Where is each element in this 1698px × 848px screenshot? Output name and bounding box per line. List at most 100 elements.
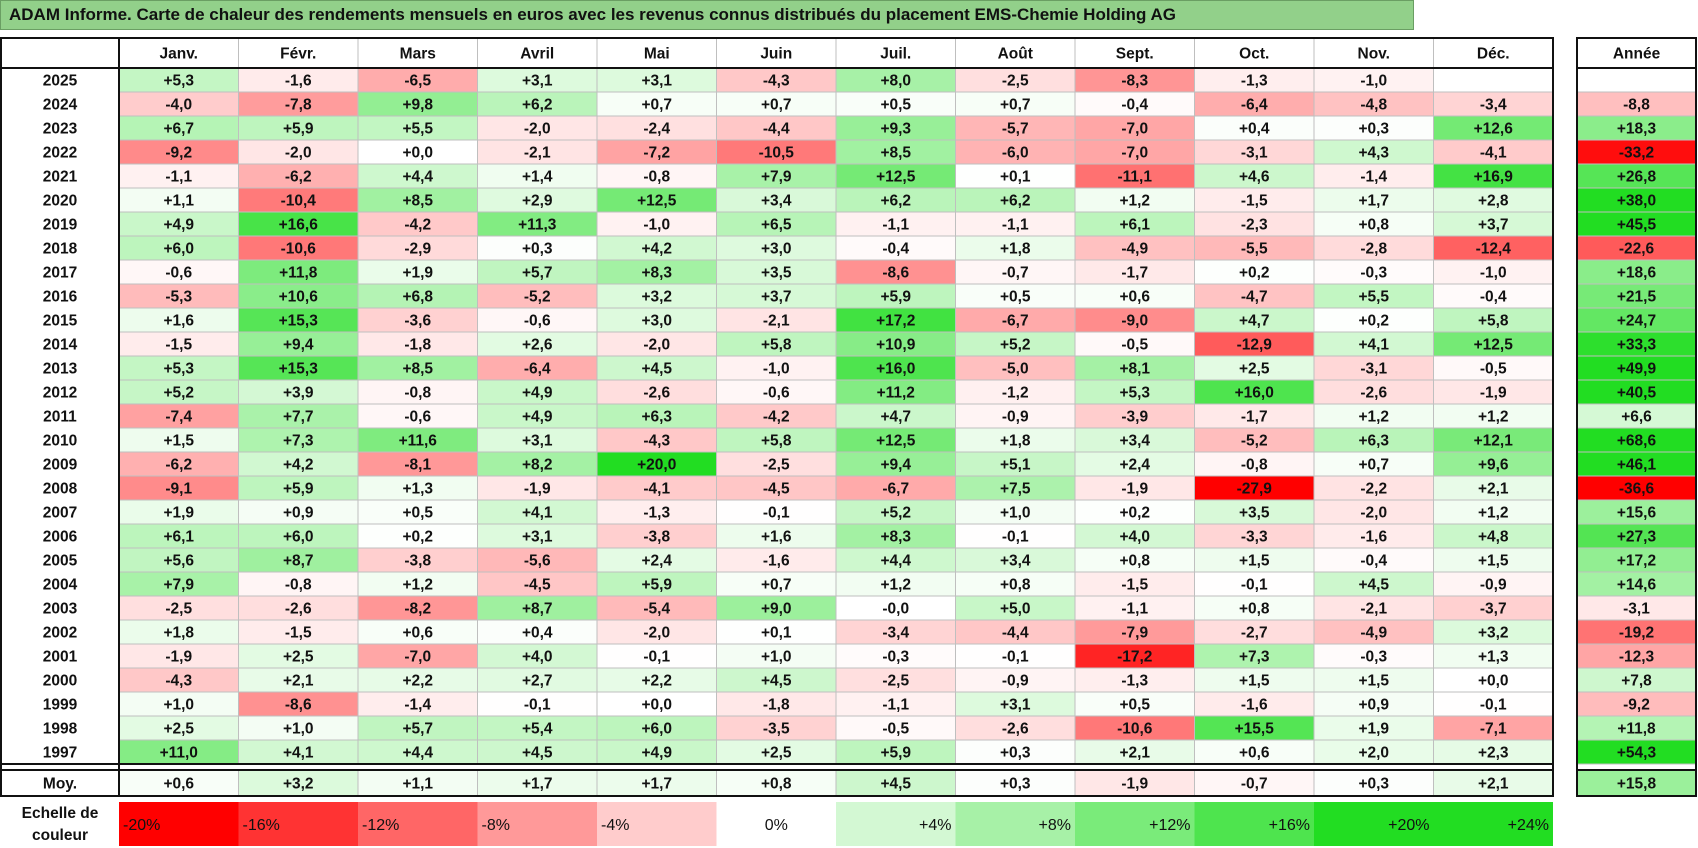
cell-2004-2-label: -0,8 xyxy=(285,577,312,594)
color-scale-step-label: +20% xyxy=(1388,817,1429,834)
month-header-11-label: Nov. xyxy=(1358,46,1390,63)
cell-2006-4-label: +3,1 xyxy=(522,529,553,546)
cell-2006-5-bg xyxy=(596,523,717,549)
cell-2001-6-bg xyxy=(716,643,837,669)
cell-2015-11: +0,2 xyxy=(1313,307,1434,333)
cell-2014-5-label: -2,0 xyxy=(643,337,670,354)
cell-2006-7-label: +8,3 xyxy=(880,529,911,546)
average-cell-8-bg xyxy=(955,769,1076,797)
total-2019-label: +45,5 xyxy=(1617,217,1657,234)
cell-2014-9: -0,5 xyxy=(1074,331,1195,357)
cell-2007-9-label: +0,2 xyxy=(1119,505,1150,522)
cell-2020-11: +1,7 xyxy=(1313,187,1434,213)
cell-2003-6: +9,0 xyxy=(716,595,837,621)
cell-2010-3: +11,6 xyxy=(357,427,478,453)
cell-2022-2-label: -2,0 xyxy=(285,145,312,162)
cell-2017-4-bg xyxy=(477,259,598,285)
cell-2016-4-label: -5,2 xyxy=(524,289,551,306)
cell-2007-1-label: +1,9 xyxy=(163,505,194,522)
cell-2025-2-label: -1,6 xyxy=(285,73,312,90)
average-cell-6-label: +0,8 xyxy=(761,776,792,793)
color-scale-step-4: -8% xyxy=(477,802,597,846)
cell-2019-1-label: +4,9 xyxy=(163,217,194,234)
cell-2015-10-bg xyxy=(1194,307,1315,333)
cell-2023-5: -2,4 xyxy=(596,115,717,141)
cell-2001-6: +1,0 xyxy=(716,643,837,669)
cell-2005-10-label: +1,5 xyxy=(1239,553,1270,570)
month-header-6-label: Juin xyxy=(760,46,792,63)
cell-2020-12: +2,8 xyxy=(1433,187,1554,213)
cell-2022-3: +0,0 xyxy=(357,139,478,165)
cell-2013-12-label: -0,5 xyxy=(1480,361,1507,378)
cell-2021-8-label: +0,1 xyxy=(1000,169,1031,186)
cell-2014-12-label: +12,5 xyxy=(1474,337,1514,354)
cell-2002-10: -2,7 xyxy=(1194,619,1315,645)
total-2017-bg xyxy=(1576,259,1697,285)
cell-2010-5-label: -4,3 xyxy=(643,433,670,450)
cell-2007-1: +1,9 xyxy=(118,499,239,525)
cell-2017-1: -0,6 xyxy=(118,259,239,285)
cell-2015-8-bg xyxy=(955,307,1076,333)
cell-1997-6-bg xyxy=(716,739,837,765)
cell-2018-7: -0,4 xyxy=(835,235,956,261)
cell-2003-3-bg xyxy=(357,595,478,621)
cell-2017-6-label: +3,5 xyxy=(761,265,792,282)
cell-2016-4-bg xyxy=(477,283,598,309)
month-header-10: Oct. xyxy=(1194,37,1315,69)
cell-1999-2-label: -8,6 xyxy=(285,697,312,714)
cell-2001-9-label: -17,2 xyxy=(1117,649,1152,666)
cell-2008-10-label: -27,9 xyxy=(1237,481,1273,498)
cell-2003-7: -0,0 xyxy=(835,595,956,621)
cell-2023-7: +9,3 xyxy=(835,115,956,141)
cell-2017-8: -0,7 xyxy=(955,259,1076,285)
cell-2010-2-label: +7,3 xyxy=(283,433,314,450)
cell-2020-3: +8,5 xyxy=(357,187,478,213)
total-column-border xyxy=(1576,37,1697,797)
cell-2020-7-label: +6,2 xyxy=(880,193,911,210)
year-label-1997: 1997 xyxy=(43,745,77,762)
cell-2004-5: +5,9 xyxy=(596,571,717,597)
cell-2020-12-label: +2,8 xyxy=(1478,193,1509,210)
cell-2003-5-label: -5,4 xyxy=(643,601,670,618)
cell-1999-10-bg xyxy=(1194,691,1315,717)
cell-2014-12-bg xyxy=(1433,331,1554,357)
average-cell-10: -0,7 xyxy=(1194,769,1315,797)
year-label-2004: 2004 xyxy=(43,577,78,594)
year-label-2006: 2006 xyxy=(43,529,78,546)
total-2023: +18,3 xyxy=(1576,115,1697,141)
cell-1997-12-bg xyxy=(1433,739,1554,765)
cell-1999-8: +3,1 xyxy=(955,691,1076,717)
cell-2018-6-label: +3,0 xyxy=(761,241,792,258)
cell-2001-5-label: -0,1 xyxy=(643,649,670,666)
cell-2015-10: +4,7 xyxy=(1194,307,1315,333)
total-2019: +45,5 xyxy=(1576,211,1697,237)
month-header-4: Avril xyxy=(477,37,598,69)
cell-2004-4: -4,5 xyxy=(477,571,598,597)
cell-2012-8: -1,2 xyxy=(955,379,1076,405)
cell-2017-12: -1,0 xyxy=(1433,259,1554,285)
cell-2021-9-label: -11,1 xyxy=(1118,169,1153,186)
cell-2005-5: +2,4 xyxy=(596,547,717,573)
cell-2005-7-bg xyxy=(835,547,956,573)
cell-2002-12: +3,2 xyxy=(1433,619,1554,645)
color-scale-label: Echelle de xyxy=(22,805,99,822)
cell-2025-4: +3,1 xyxy=(477,67,598,93)
color-scale-step-5: -4% xyxy=(597,802,717,846)
cell-1997-8: +0,3 xyxy=(955,739,1076,765)
year-label-2010: 2010 xyxy=(43,433,77,450)
cell-2020-10-label: -1,5 xyxy=(1241,193,1268,210)
cell-2012-1-bg xyxy=(118,379,239,405)
cell-2023-8: -5,7 xyxy=(955,115,1076,141)
month-header-12-label: Déc. xyxy=(1477,46,1510,63)
cell-2001-2: +2,5 xyxy=(238,643,359,669)
cell-1997-3-label: +4,4 xyxy=(402,745,433,762)
cell-2004-10: -0,1 xyxy=(1194,571,1315,597)
cell-2017-12-label: -1,0 xyxy=(1480,265,1507,282)
cell-2011-2: +7,7 xyxy=(238,403,359,429)
cell-2012-12: -1,9 xyxy=(1433,379,1554,405)
cell-2008-6: -4,5 xyxy=(716,475,837,501)
cell-1998-3-bg xyxy=(357,715,478,741)
cell-2014-2-bg xyxy=(238,331,359,357)
year-label-2008: 2008 xyxy=(43,481,78,498)
cell-2019-5-label: -1,0 xyxy=(643,217,670,234)
